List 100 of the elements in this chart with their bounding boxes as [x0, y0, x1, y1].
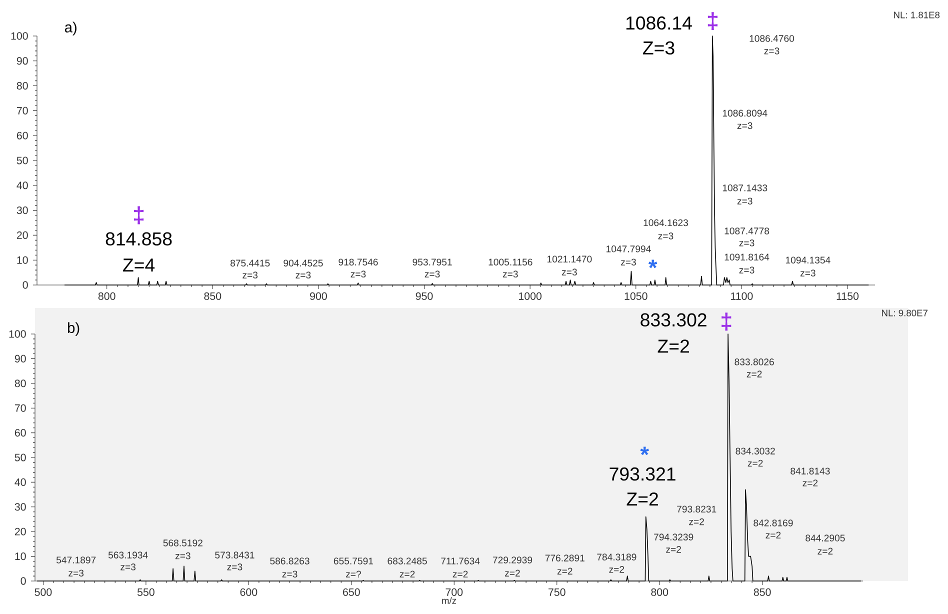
annotation: z=3	[739, 240, 754, 246]
chart-title: b)	[68, 322, 80, 336]
y-tick-label: 30	[14, 503, 26, 511]
annotation: 793.8231	[677, 506, 716, 513]
annotation: *	[648, 260, 658, 268]
annotation: 841.8143	[790, 468, 830, 474]
y-tick-label: 10	[15, 552, 26, 560]
y-tick-label: 40	[14, 478, 26, 486]
annotation: 875.4415	[230, 260, 270, 266]
annotation: 683.2485	[388, 558, 427, 564]
annotation: 1021.1470	[547, 256, 592, 262]
y-tick-label: 50	[14, 454, 26, 462]
y-tick-label: 90	[16, 57, 28, 65]
y-tick-label: 60	[16, 132, 28, 140]
annotation: Z=3	[642, 41, 674, 55]
annotation: z=3	[502, 270, 518, 278]
annotation: z=2	[766, 532, 781, 538]
annotation: z=?	[346, 570, 361, 578]
y-tick-label: 100	[11, 32, 28, 40]
annotation: 729.2939	[492, 556, 532, 564]
annotation: z=3	[120, 564, 136, 570]
annotation: 573.8431	[215, 552, 254, 558]
annotation: z=2	[400, 570, 415, 578]
annotation: 793.321	[610, 467, 676, 481]
x-tick-label: 650	[343, 588, 360, 596]
annotation: 1087.4778	[724, 228, 770, 234]
annotation: 904.4525	[284, 260, 323, 266]
x-tick-label: 600	[240, 588, 258, 596]
x-tick-label: 950	[416, 292, 433, 300]
annotation: 1064.1623	[644, 219, 688, 226]
annotation: 655.7591	[334, 558, 374, 564]
annotation: z=2	[818, 548, 833, 554]
annotation: 844.2905	[806, 534, 845, 542]
y-tick-label: 80	[14, 380, 26, 388]
chart-title: a)	[64, 22, 76, 36]
text: ‡	[722, 312, 732, 331]
y-tick-label: 40	[16, 182, 28, 190]
annotation: z=3	[739, 266, 754, 274]
x-tick-label: 1000	[519, 292, 542, 300]
y-tick-label: 50	[16, 156, 28, 164]
annotation: 1086.4760	[750, 35, 794, 42]
annotation: z=3	[737, 122, 752, 130]
annotation: z=2	[505, 570, 520, 576]
annotation: 563.1934	[108, 552, 148, 558]
annotation: z=2	[557, 568, 572, 574]
text: 1086.14	[626, 16, 692, 30]
annotation: 1005.1156	[488, 258, 532, 266]
x-tick-label: 750	[548, 588, 566, 596]
y-tick-label: 30	[16, 206, 28, 214]
annotation: 794.3239	[654, 534, 694, 540]
annotation: z=3	[175, 552, 190, 560]
text: NL: 1.81E8	[894, 12, 940, 18]
annotation: 953.7951	[412, 258, 452, 266]
annotation: 568.5192	[163, 540, 202, 546]
x-tick-label: 700	[446, 588, 463, 596]
annotation: z=3	[296, 272, 311, 278]
annotation: z=3	[800, 270, 816, 276]
y-tick-label: 0	[22, 281, 28, 289]
annotation: z=2	[689, 518, 704, 526]
annotation: 586.8263	[270, 558, 310, 564]
annotation: z=2	[748, 460, 763, 467]
annotation: Z=2	[658, 340, 689, 353]
y-tick-label: 70	[16, 106, 28, 114]
y-tick-label: 100	[9, 330, 26, 338]
annotation: 1091.8164	[724, 254, 770, 260]
annotation: 1087.1433	[722, 184, 768, 192]
y-tick-label: 80	[16, 82, 28, 90]
annotation: 833.8026	[734, 358, 774, 366]
annotation: *	[640, 446, 649, 456]
x-tick-label: 1150	[836, 292, 859, 300]
annotation: z=2	[802, 480, 818, 486]
annotation: z=2	[452, 570, 468, 578]
x-tick-label: 1100	[731, 292, 753, 300]
annotation: z=3	[424, 270, 440, 278]
annotation: 784.3189	[597, 554, 636, 560]
x-tick-label: 900	[310, 292, 327, 300]
annotation: z=3	[350, 270, 366, 278]
y-tick-label: 0	[20, 577, 26, 585]
x-axis-title: m/z	[442, 597, 456, 604]
x-tick-label: 850	[204, 292, 222, 300]
text: ‡	[708, 12, 718, 30]
annotation: z=3	[737, 198, 752, 204]
x-tick-label: 1050	[624, 292, 648, 300]
annotation: 547.1897	[56, 556, 96, 564]
annotation: ‡	[134, 206, 144, 224]
annotation: 711.7634	[441, 558, 480, 564]
y-tick-label: 70	[14, 404, 26, 412]
annotation: 842.8169	[754, 520, 793, 526]
y-tick-label: 10	[17, 256, 28, 264]
x-tick-label: 500	[34, 588, 52, 596]
annotation: z=2	[609, 566, 624, 573]
annotation: z=2	[666, 546, 681, 553]
annotation: 1086.8094	[722, 110, 768, 117]
x-tick-label: 550	[137, 588, 154, 596]
annotation: 776.2891	[545, 554, 584, 562]
annotation: 834.3032	[736, 448, 775, 454]
text: 833.302	[640, 313, 706, 327]
annotation: z=3	[282, 570, 298, 578]
annotation: Z=2	[626, 492, 658, 506]
x-tick-label: 800	[98, 292, 116, 300]
